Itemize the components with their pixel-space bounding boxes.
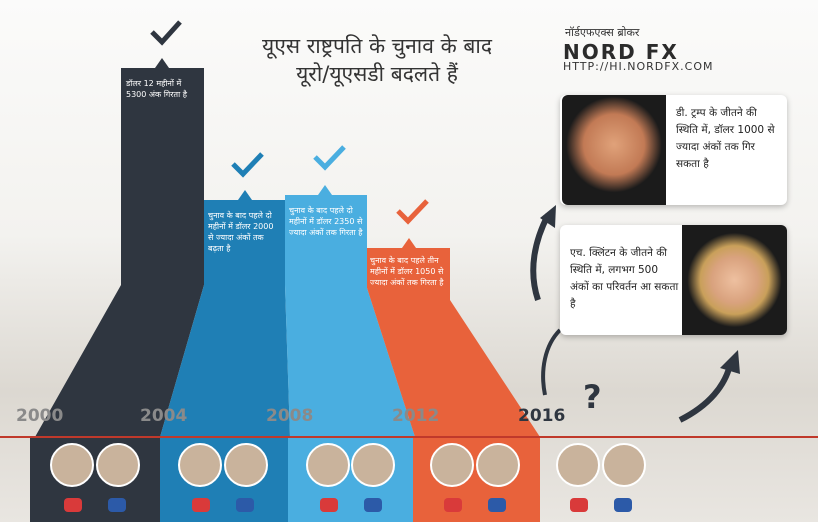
brand: NORD FX [563,40,679,64]
photo [562,95,666,205]
question: ? [583,378,602,416]
year: 2000 [16,406,64,426]
pointer [238,190,252,200]
card-text: डी. ट्रम्प के जीतने की स्थिति में, डॉलर … [676,107,775,170]
arrow-head [540,205,556,228]
card: एच. क्लिंटन के जीतने की स्थिति में, लगभग… [560,225,787,335]
pointer [155,58,169,68]
check [231,152,264,178]
url: HTTP://HI.NORDFX.COM [563,60,714,73]
column-text: चुनाव के बाद पहले दो महीनों में डॉलर 200… [208,211,274,253]
check [313,145,346,171]
check [150,20,182,46]
year: 2016 [518,406,566,426]
column-2012 [367,248,540,437]
column-2000 [35,68,204,437]
panel [160,437,288,522]
arrow [678,364,733,423]
title: यूएस राष्ट्रपति के चुनाव के बाद यूरो/यूए… [262,34,492,86]
brand-sub: नॉर्डएफएक्स ब्रोकर [565,26,640,39]
check [396,199,429,225]
column-text: चुनाव के बाद पहले दो महीनों में डॉलर 235… [289,206,363,237]
panel [413,437,540,522]
panel [30,437,160,522]
arrow-head [720,350,740,374]
party-icons [64,498,632,512]
column-text: डॉलर 12 महीनों में 5300 अंक गिरता है [126,79,187,99]
panel [288,437,413,522]
pointer [402,238,416,248]
arrow [530,213,551,301]
photo [682,225,787,335]
column-2004 [160,200,290,437]
card-text: एच. क्लिंटन के जीतने की स्थिति में, लगभग… [570,247,679,310]
year: 2004 [140,406,188,426]
card: डी. ट्रम्प के जीतने की स्थिति में, डॉलर … [560,95,787,205]
year: 2008 [266,406,314,426]
column-text: चुनाव के बाद पहले तीन महीनों में डॉलर 10… [370,256,444,287]
portraits [50,443,646,487]
arrow [541,328,562,396]
column-2008 [285,195,415,437]
pointer [318,185,332,195]
year: 2012 [392,406,440,426]
